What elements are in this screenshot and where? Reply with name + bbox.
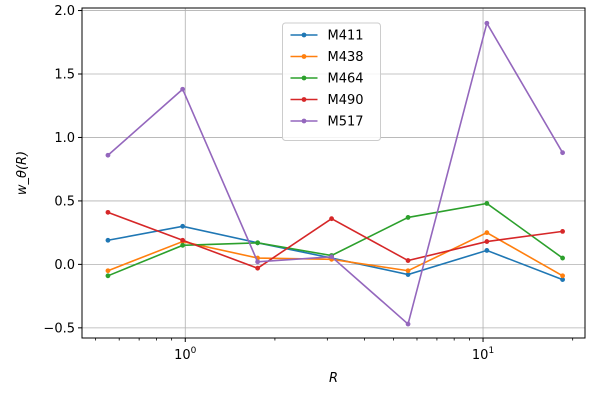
data-point-m490 <box>255 265 261 271</box>
legend-entry-m464: M464 <box>328 72 364 87</box>
x-axis-label: R <box>329 371 338 386</box>
x-tick-label: 101 <box>472 346 494 363</box>
data-point-m517 <box>560 150 565 156</box>
legend-entry-m517: M517 <box>328 115 364 130</box>
data-point-m517 <box>255 259 261 265</box>
legend-swatch-marker <box>301 97 307 102</box>
y-tick-label: 2.0 <box>54 4 75 19</box>
legend-swatch-marker <box>301 118 307 124</box>
legend-entry-m490: M490 <box>328 93 364 108</box>
series-layer <box>105 20 565 327</box>
data-point-m517 <box>180 86 186 92</box>
legend-entry-m438: M438 <box>328 50 364 65</box>
data-point-m517 <box>484 20 490 26</box>
data-point-m411 <box>105 237 111 243</box>
data-point-m411 <box>180 223 186 229</box>
y-tick-label: 0.5 <box>54 194 75 209</box>
data-point-m490 <box>105 209 111 215</box>
data-point-m464 <box>405 215 411 220</box>
data-point-m464 <box>105 273 111 279</box>
data-point-m438 <box>105 268 111 274</box>
data-point-m490 <box>405 258 411 263</box>
data-point-m464 <box>560 255 565 261</box>
plot-frame <box>81 7 586 339</box>
data-point-m490 <box>560 228 565 234</box>
data-point-m490 <box>484 239 490 244</box>
data-point-m464 <box>484 201 490 206</box>
y-axis-label: w_θ(R) <box>15 151 30 195</box>
data-point-m517 <box>105 152 111 158</box>
legend-swatch-marker <box>301 32 307 38</box>
y-tick-label: 1.5 <box>54 68 75 83</box>
x-tick-label: 100 <box>174 346 197 363</box>
legend-swatch-marker <box>301 54 307 59</box>
data-point-m517 <box>329 254 334 260</box>
data-point-m411 <box>405 272 411 277</box>
y-tick-label: 0.0 <box>54 258 75 273</box>
data-point-m438 <box>484 230 490 236</box>
data-point-m438 <box>405 268 411 274</box>
data-point-m464 <box>180 242 186 248</box>
y-tick-label: 1.0 <box>54 131 75 146</box>
legend-box <box>282 22 381 141</box>
legend-swatch-marker <box>301 75 307 81</box>
data-point-m490 <box>180 237 186 243</box>
data-point-m411 <box>484 248 490 253</box>
axis-ticks: −0.5 0.0 0.5 1.0 1.5 2.0 100 101 <box>43 4 574 363</box>
data-point-m464 <box>255 240 261 246</box>
data-point-m438 <box>560 273 565 279</box>
y-tick-label: −0.5 <box>43 321 75 336</box>
legend-entry-m411: M411 <box>328 29 364 44</box>
data-point-m517 <box>405 321 411 327</box>
legend: M411 M438 M464 M490 M517 <box>282 22 381 141</box>
series-line-m464 <box>107 202 564 277</box>
data-point-m411 <box>560 277 565 283</box>
data-point-m490 <box>329 216 334 222</box>
